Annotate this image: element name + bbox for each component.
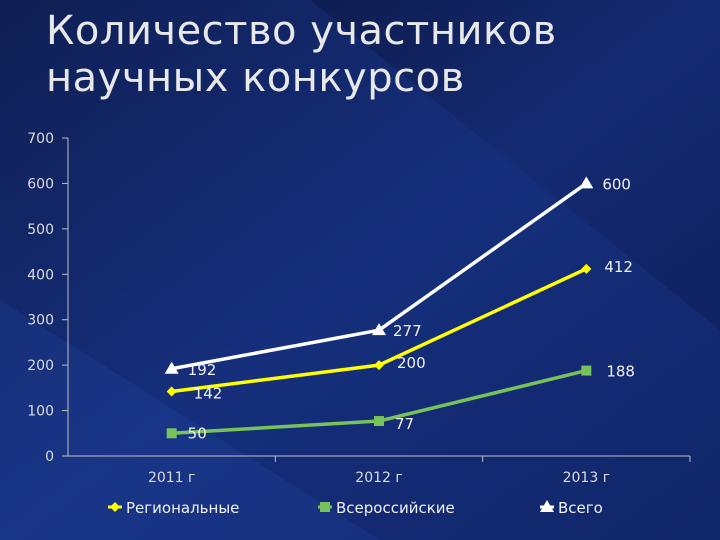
- chart-axes: 0 100 200 300 400 500 600 700 2011 г 2012 г 2013 г: [27, 131, 691, 486]
- y-tick-label: 700: [27, 131, 54, 147]
- data-label: 277: [393, 322, 422, 340]
- slide-title: Количество участников научных конкурсов: [46, 8, 557, 101]
- data-point-marker: [581, 365, 592, 376]
- legend-label: Всего: [558, 499, 603, 517]
- data-point-marker: [374, 360, 384, 371]
- x-tick-label: 2011 г: [148, 470, 195, 486]
- legend-item: Всего: [540, 499, 603, 517]
- y-tick-label: 300: [27, 313, 54, 329]
- data-point-marker: [581, 263, 592, 274]
- y-tick-label: 400: [27, 267, 54, 283]
- data-point-marker: [164, 361, 179, 374]
- legend-item: Региональные: [108, 499, 239, 517]
- data-point-marker: [166, 428, 177, 439]
- y-tick-label: 100: [27, 404, 54, 420]
- legend-label: Всероссийские: [336, 499, 455, 517]
- data-label: 600: [602, 175, 631, 193]
- legend-label: Региональные: [126, 499, 239, 517]
- series-3: 192 277 600: [164, 175, 631, 379]
- x-tick-label: 2012 г: [355, 470, 402, 486]
- y-tick-label: 600: [27, 176, 54, 192]
- data-label: 412: [604, 258, 633, 276]
- data-label: 142: [194, 384, 223, 402]
- data-label: 77: [395, 415, 414, 433]
- data-point-marker: [110, 502, 120, 512]
- y-tick-label: 0: [45, 449, 54, 465]
- data-point-marker: [540, 500, 554, 512]
- chart-series-layer: 142 200 412 50 77 188 192 277 600: [164, 175, 635, 442]
- data-point-marker: [374, 416, 384, 427]
- series-2: 50 77 188: [166, 363, 635, 442]
- series-line: [171, 182, 588, 371]
- data-label: 188: [606, 363, 635, 381]
- data-label: 192: [188, 361, 217, 379]
- data-point-marker: [579, 176, 594, 189]
- x-tick-label: 2013 г: [563, 470, 610, 486]
- legend-item: Всероссийские: [318, 499, 455, 517]
- y-tick-label: 200: [27, 358, 54, 374]
- data-label: 50: [188, 424, 207, 442]
- data-point-marker: [320, 502, 330, 512]
- series-1: 142 200 412: [166, 258, 633, 402]
- data-point-marker: [372, 323, 386, 336]
- y-tick-label: 500: [27, 222, 54, 238]
- data-point-marker: [166, 386, 177, 397]
- data-label: 200: [397, 354, 426, 372]
- chart-legend: Региональные Всероссийские Всего: [108, 499, 603, 517]
